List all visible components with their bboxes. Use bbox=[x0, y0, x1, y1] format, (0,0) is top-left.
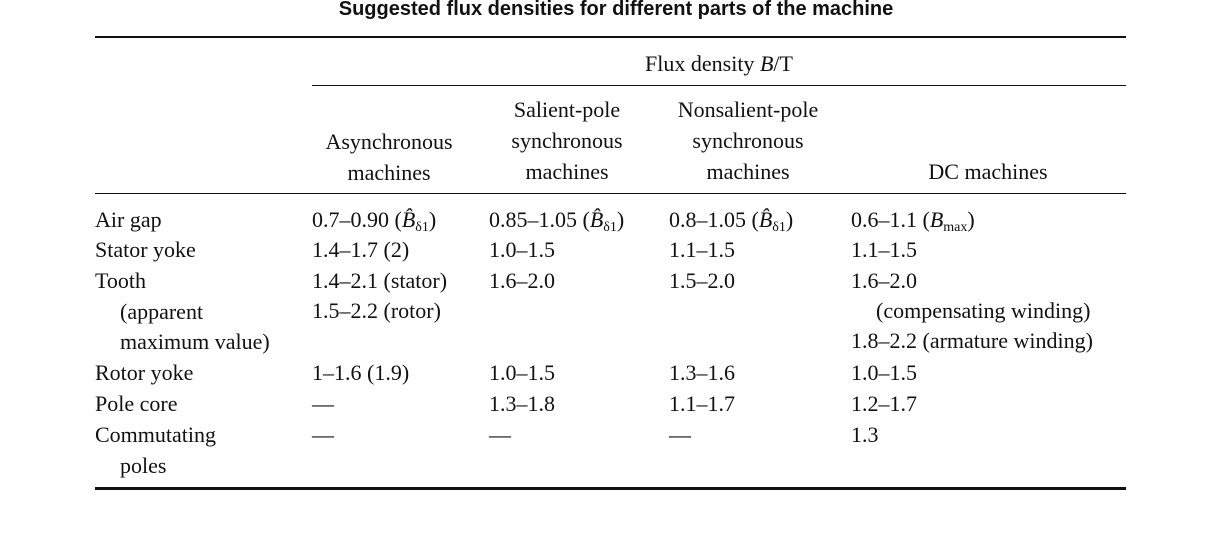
cell-text: ) bbox=[785, 207, 794, 232]
cell-symbol: B bbox=[929, 207, 944, 232]
bottom-rule bbox=[95, 487, 1126, 490]
col-header-line: synchronous bbox=[511, 128, 623, 153]
table-cell: 1.2–1.7 bbox=[851, 391, 917, 416]
table-cell: 1.5–2.0 bbox=[669, 266, 735, 296]
group-header-unit: /T bbox=[773, 51, 793, 76]
table-cell: — bbox=[312, 391, 334, 416]
table-cell: 1.3 bbox=[851, 422, 879, 447]
col-header-line: Asynchronous bbox=[325, 129, 453, 154]
cell-subscript: δ1 bbox=[415, 220, 429, 235]
cell-text: 0.6–1.1 ( bbox=[851, 207, 930, 232]
row-label-line: (apparent bbox=[120, 298, 204, 324]
group-rule bbox=[312, 85, 1126, 86]
cell-line: 1.5–2.0 bbox=[669, 268, 735, 293]
cell-text: ) bbox=[428, 207, 437, 232]
row-label-stator-yoke: Stator yoke bbox=[95, 235, 196, 266]
col-header-line: machines bbox=[347, 160, 431, 185]
cell-subscript: δ1 bbox=[772, 220, 786, 235]
col-header-line: Salient-pole bbox=[513, 97, 621, 122]
row-label-line: Commutating bbox=[95, 422, 216, 447]
row-label-rotor-yoke: Rotor yoke bbox=[95, 358, 193, 389]
table-cell: 1.1–1.7 bbox=[669, 391, 735, 416]
table-cell: 0.8–1.05 (B̂δ1) bbox=[669, 205, 793, 235]
table-cell: 1.6–2.0 (compensating winding) 1.8–2.2 (… bbox=[851, 266, 1093, 356]
col-header-line: synchronous bbox=[692, 128, 804, 153]
col-header-dc: DC machines bbox=[850, 156, 1126, 187]
table-cell: 1.1–1.5 bbox=[669, 237, 735, 262]
table-cell: 1.3–1.6 bbox=[669, 360, 735, 385]
row-label-line: Rotor yoke bbox=[95, 360, 194, 385]
table-cell: — bbox=[489, 422, 511, 447]
row-label-commutating-poles: Commutating poles bbox=[95, 420, 216, 481]
cell-line: (compensating winding) bbox=[876, 298, 1091, 323]
table-cell: 1.0–1.5 bbox=[489, 237, 555, 262]
header-rule bbox=[95, 193, 1126, 194]
cell-subscript: δ1 bbox=[603, 220, 617, 235]
row-label-pole-core: Pole core bbox=[95, 389, 177, 420]
table-cell: 1.0–1.5 bbox=[851, 360, 917, 385]
table-cell: 1.4–2.1 (stator) 1.5–2.2 (rotor) bbox=[312, 266, 447, 326]
table-cell: 1–1.6 (1.9) bbox=[312, 360, 410, 385]
cell-symbol: B̂ bbox=[758, 207, 773, 232]
top-rule bbox=[95, 36, 1126, 38]
row-label-line: maximum value) bbox=[120, 329, 270, 354]
table-cell: 1.0–1.5 bbox=[489, 360, 555, 385]
cell-text: ) bbox=[967, 207, 975, 232]
col-header-line: machines bbox=[706, 159, 790, 184]
cell-line: 1.5–2.2 (rotor) bbox=[312, 298, 441, 323]
cell-line: 1.6–2.0 bbox=[489, 268, 555, 293]
table-cell: 0.6–1.1 (Bmax) bbox=[851, 205, 975, 235]
table-cell: — bbox=[669, 422, 691, 447]
cell-line: 1.6–2.0 bbox=[851, 268, 917, 293]
table-cell: 1.6–2.0 bbox=[489, 266, 555, 296]
table-cell: 1.4–1.7 (2) bbox=[312, 237, 410, 262]
cell-text: ) bbox=[616, 207, 625, 232]
table-cell: — bbox=[312, 422, 334, 447]
col-header-line: DC machines bbox=[928, 159, 1048, 184]
table-cell: 1.1–1.5 bbox=[851, 237, 917, 262]
table-caption: Suggested flux densities for different p… bbox=[338, 0, 894, 20]
table-cell: 0.85–1.05 (B̂δ1) bbox=[489, 205, 624, 235]
row-label-line: Air gap bbox=[95, 207, 162, 232]
col-header-line: machines bbox=[525, 159, 609, 184]
group-header-symbol: B bbox=[759, 51, 774, 76]
cell-text: 0.7–0.90 ( bbox=[312, 207, 402, 232]
group-header: Flux density B/T bbox=[312, 48, 1126, 79]
row-label-line: poles bbox=[120, 452, 167, 478]
group-header-prefix: Flux density bbox=[645, 51, 760, 76]
table-cell: 1.3–1.8 bbox=[489, 391, 555, 416]
cell-text: 0.8–1.05 ( bbox=[669, 207, 759, 232]
cell-symbol: B̂ bbox=[401, 207, 416, 232]
cell-text: 0.85–1.05 ( bbox=[489, 207, 590, 232]
col-header-nonsalient: Nonsalient-pole synchronous machines bbox=[664, 94, 832, 187]
row-label-line: Tooth bbox=[95, 268, 147, 293]
row-label-line: Stator yoke bbox=[95, 237, 196, 262]
cell-line: 1.8–2.2 (armature winding) bbox=[851, 328, 1093, 353]
col-header-line: Nonsalient-pole bbox=[677, 97, 819, 122]
row-label-tooth: Tooth (apparent maximum value) bbox=[95, 266, 270, 358]
cell-symbol: B̂ bbox=[589, 207, 604, 232]
cell-line: 1.4–2.1 (stator) bbox=[312, 268, 448, 293]
cell-subscript: max bbox=[943, 220, 968, 235]
row-label-air-gap: Air gap bbox=[95, 205, 162, 236]
col-header-async: Asynchronous machines bbox=[306, 126, 472, 188]
col-header-salient: Salient-pole synchronous machines bbox=[484, 94, 650, 187]
row-label-line: Pole core bbox=[95, 391, 178, 416]
table-cell: 0.7–0.90 (B̂δ1) bbox=[312, 205, 436, 235]
